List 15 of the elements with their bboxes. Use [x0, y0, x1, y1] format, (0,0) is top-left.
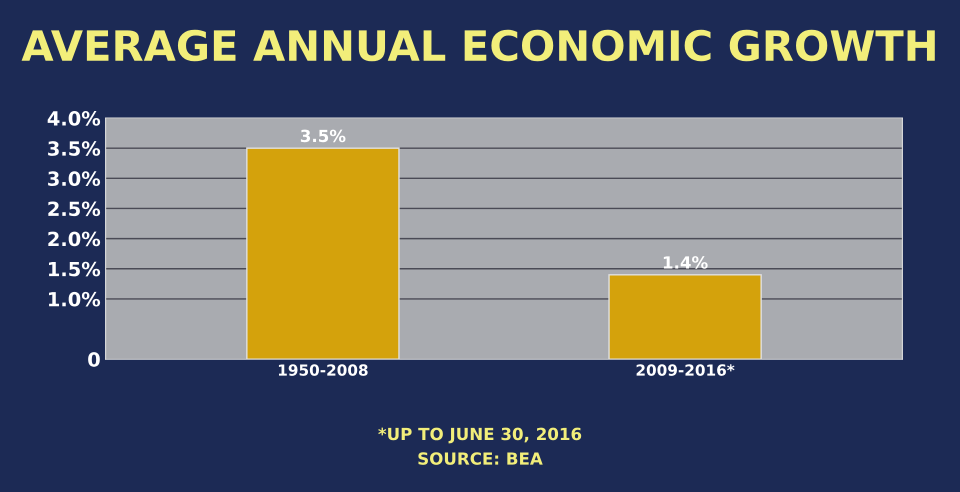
text: *UP TO JUNE 30, 2016 [378, 428, 582, 444]
x-tick-label: 2009-2016* [636, 364, 734, 376]
y-tick-label: 3.0% [48, 171, 100, 186]
data-label: 3.5% [300, 130, 346, 142]
chart-title: AVERAGE ANNUAL ECONOMIC GROWTH [22, 30, 935, 62]
y-tick-label: 1.5% [49, 262, 100, 276]
source-note: SOURCE: BEA [418, 452, 543, 465]
x-tick-label: 1950-2008 [278, 364, 368, 376]
y-tick-label: 0 [88, 352, 100, 367]
y-tick-label: 1.0% [49, 292, 100, 307]
data-label: 1.4% [664, 256, 708, 269]
y-tick-label: 3.5% [48, 141, 100, 156]
y-tick-label: 2.0% [48, 232, 100, 246]
y-tick-label: 2.5% [48, 201, 100, 216]
y-tick-label: 4.0% [48, 111, 100, 126]
